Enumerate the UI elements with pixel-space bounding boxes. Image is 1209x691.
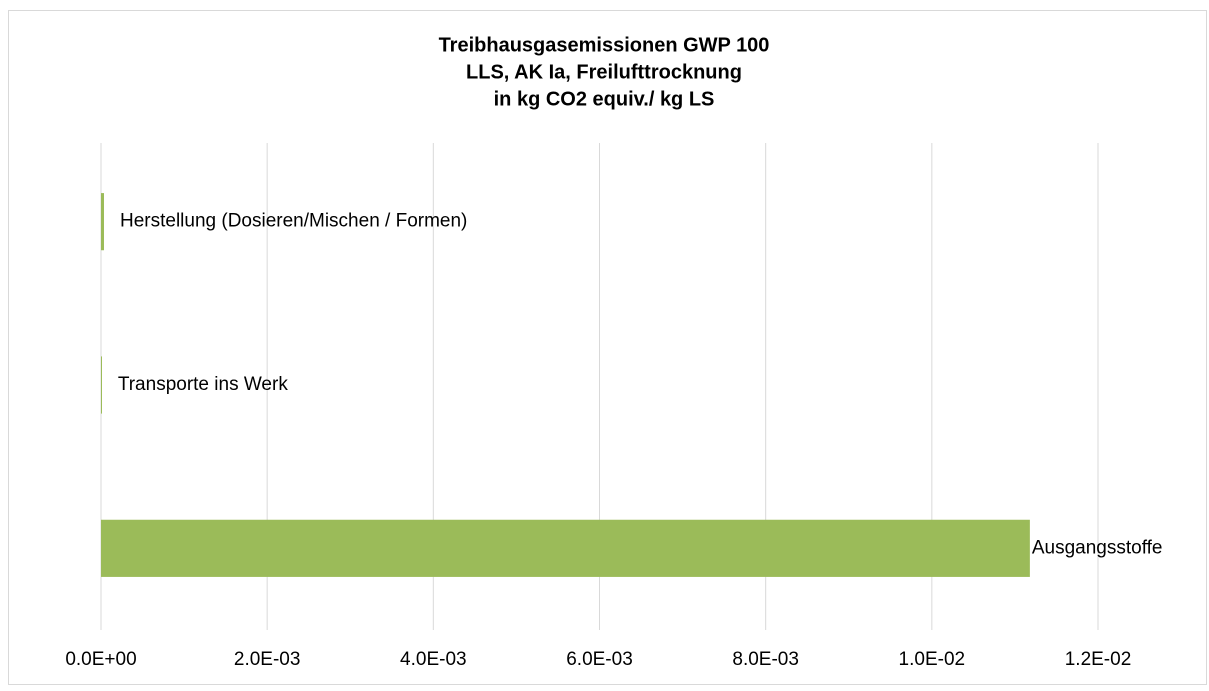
chart-title: in kg CO2 equiv./ kg LS xyxy=(494,88,715,110)
x-tick-label: 1.0E-02 xyxy=(899,649,966,670)
x-tick-label: 8.0E-03 xyxy=(732,649,799,670)
x-tick-label: 1.2E-02 xyxy=(1065,649,1132,670)
x-tick-label: 2.0E-03 xyxy=(234,649,301,670)
bar-label: Transporte ins Werk xyxy=(118,374,288,395)
bar xyxy=(101,356,102,414)
chart-title: Treibhausgasemissionen GWP 100 xyxy=(439,34,770,56)
x-tick-label: 4.0E-03 xyxy=(400,649,467,670)
x-tick-label: 0.0E+00 xyxy=(65,649,136,670)
x-tick-label: 6.0E-03 xyxy=(566,649,633,670)
chart-title: LLS, AK Ia, Freilufttrocknung xyxy=(466,61,742,83)
bar-label: Herstellung (Dosieren/Mischen / Formen) xyxy=(120,211,467,232)
bar xyxy=(101,193,104,251)
bar xyxy=(101,519,1030,577)
bar-label: Ausgangsstoffe xyxy=(1032,537,1163,558)
chart-border xyxy=(8,10,1207,685)
